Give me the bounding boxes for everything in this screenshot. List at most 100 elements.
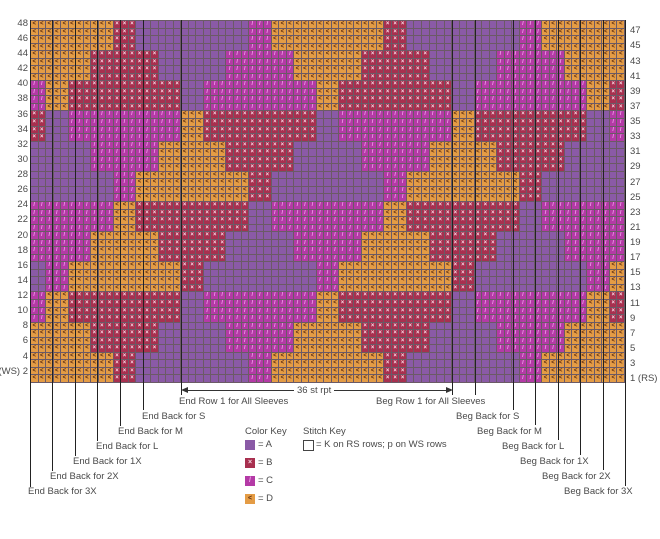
- chart-cell: <: [166, 284, 173, 292]
- chart-cell: [579, 284, 587, 292]
- chart-cell: /: [376, 126, 384, 134]
- chart-cell: /: [279, 81, 286, 88]
- chart-cell: ×: [106, 345, 113, 352]
- chart-cell: /: [602, 277, 609, 284]
- chart-cell: ×: [376, 81, 384, 88]
- chart-cell: /: [579, 292, 587, 300]
- chart-cell: <: [549, 352, 557, 360]
- chart-cell: <: [196, 134, 203, 141]
- chart-cell: ×: [361, 300, 369, 307]
- chart-cell: <: [429, 194, 437, 201]
- chart-cell: /: [384, 194, 391, 201]
- chart-cell: /: [444, 126, 452, 134]
- chart-cell: ×: [91, 315, 98, 322]
- chart-cell: <: [188, 149, 196, 156]
- chart-cell: <: [31, 36, 38, 43]
- chart-cell: <: [587, 73, 594, 81]
- chart-cell: [294, 284, 301, 292]
- chart-cell: <: [346, 337, 354, 345]
- chart-cell: [489, 36, 497, 43]
- chart-cell: <: [136, 186, 143, 194]
- chart-cell: <: [549, 21, 557, 28]
- chart-cell: <: [557, 36, 564, 43]
- swatch-a: [245, 440, 255, 450]
- chart-cell: /: [617, 119, 624, 126]
- chart-cell: [241, 43, 249, 51]
- chart-cell: [519, 209, 527, 217]
- chart-cell: /: [324, 239, 331, 247]
- chart-cell: [459, 352, 467, 360]
- chart-cell: /: [309, 315, 316, 322]
- chart-cell: ×: [527, 111, 534, 119]
- chart-cell: ×: [279, 149, 286, 156]
- chart-cell: <: [46, 28, 53, 36]
- chart-cell: ×: [173, 96, 181, 103]
- chart-cell: /: [301, 96, 309, 103]
- marker-line-beg-1x: [580, 20, 582, 455]
- chart-cell: <: [173, 149, 181, 156]
- chart-cell: /: [324, 254, 331, 262]
- chart-cell: [309, 149, 316, 156]
- chart-cell: ×: [444, 307, 452, 315]
- chart-cell: [68, 141, 76, 149]
- chart-cell: <: [346, 330, 354, 337]
- chart-cell: /: [46, 284, 53, 292]
- chart-cell: /: [286, 292, 294, 300]
- chart-cell: ×: [406, 307, 414, 315]
- chart-cell: [594, 134, 602, 141]
- chart-cell: ×: [414, 73, 421, 81]
- chart-cell: <: [609, 43, 617, 51]
- chart-cell: /: [31, 224, 38, 232]
- chart-cell: /: [527, 73, 534, 81]
- chart-cell: <: [459, 119, 467, 126]
- chart-cell: <: [354, 21, 361, 28]
- chart-cell: /: [256, 88, 264, 96]
- chart-cell: ×: [83, 103, 91, 111]
- chart-cell: [173, 367, 181, 375]
- chart-cell: <: [316, 322, 324, 330]
- chart-cell: ×: [452, 277, 459, 284]
- chart-cell: /: [173, 134, 181, 141]
- chart-cell: <: [594, 21, 602, 28]
- chart-cell: /: [572, 292, 579, 300]
- chart-cell: ×: [98, 58, 106, 66]
- chart-cell: ×: [143, 58, 151, 66]
- chart-cell: <: [429, 164, 437, 171]
- chart-cell: /: [241, 300, 249, 307]
- chart-cell: <: [53, 28, 61, 36]
- chart-cell: /: [542, 51, 549, 58]
- chart-cell: <: [564, 51, 572, 58]
- chart-cell: ×: [188, 254, 196, 262]
- chart-cell: ×: [489, 201, 497, 209]
- chart-cell: ×: [173, 292, 181, 300]
- chart-cell: /: [354, 134, 361, 141]
- chart-cell: /: [594, 201, 602, 209]
- chart-cell: <: [467, 186, 474, 194]
- chart-cell: [181, 103, 188, 111]
- chart-cell: /: [542, 300, 549, 307]
- chart-cell: [31, 269, 38, 277]
- chart-cell: /: [602, 262, 609, 269]
- chart-cell: <: [391, 232, 399, 239]
- chart-cell: ×: [369, 292, 376, 300]
- chart-cell: /: [512, 300, 519, 307]
- chart-cell: ×: [467, 201, 474, 209]
- chart-cell: ×: [121, 28, 128, 36]
- chart-cell: ×: [143, 96, 151, 103]
- chart-cell: ×: [354, 96, 361, 103]
- chart-cell: /: [542, 345, 549, 352]
- chart-cell: ×: [113, 315, 121, 322]
- chart-cell: ×: [391, 300, 399, 307]
- chart-cell: <: [68, 322, 76, 330]
- chart-cell: ×: [542, 141, 549, 149]
- chart-cell: ×: [83, 292, 91, 300]
- chart-cell: [429, 360, 437, 367]
- chart-cell: <: [452, 171, 459, 179]
- chart-cell: ×: [166, 201, 173, 209]
- chart-cell: <: [181, 126, 188, 134]
- chart-cell: ×: [113, 103, 121, 111]
- chart-cell: [211, 28, 218, 36]
- chart-cell: /: [482, 103, 489, 111]
- chart-cell: [534, 224, 542, 232]
- chart-cell: /: [256, 28, 264, 36]
